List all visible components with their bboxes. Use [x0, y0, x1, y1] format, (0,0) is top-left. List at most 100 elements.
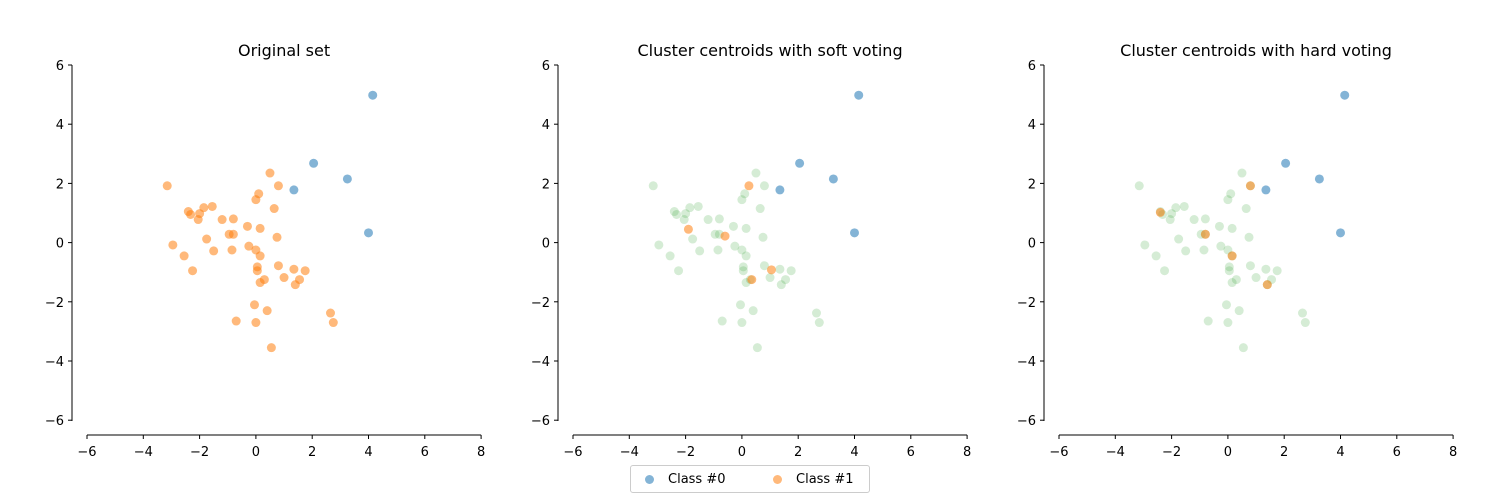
y-tick-label: −4 — [531, 355, 550, 370]
scatter-point-background — [717, 316, 727, 326]
y-tick-label: 6 — [56, 59, 64, 74]
scatter-point-class-1 — [262, 306, 272, 316]
scatter-point-background — [1297, 308, 1307, 318]
y-tick-label: −4 — [45, 355, 64, 370]
scatter-point-class-1 — [242, 221, 252, 231]
y-tick-label: −4 — [1017, 355, 1036, 370]
scatter-point-background — [1227, 278, 1237, 288]
x-tick-label: 4 — [850, 445, 858, 460]
scatter-point-class-0 — [364, 228, 373, 238]
scatter-point-class-1 — [683, 224, 693, 234]
scatter-point-background — [1251, 273, 1261, 283]
x-tick-label: 4 — [1336, 445, 1344, 460]
scatter-point-background — [1181, 246, 1191, 256]
scatter-point-background — [1221, 300, 1231, 310]
scatter-point-background — [1223, 195, 1233, 205]
scatter-point-background — [714, 214, 724, 224]
scatter-point-background — [1227, 223, 1237, 233]
x-tick-label: 2 — [308, 445, 316, 460]
scatter-point-class-0 — [1281, 158, 1291, 168]
scatter-point-background — [1140, 240, 1150, 250]
y-tick-label: 4 — [542, 118, 550, 133]
chart-title: Cluster centroids with soft voting — [637, 41, 902, 60]
scatter-point-class-1 — [186, 209, 196, 219]
scatter-point-background — [1261, 264, 1271, 274]
scatter-point-class-1 — [289, 264, 299, 274]
scatter-point-class-0 — [850, 228, 859, 238]
y-tick-label: 6 — [542, 59, 550, 74]
scatter-point-background — [741, 223, 751, 233]
scatter-point-background — [740, 189, 750, 199]
scatter-point-background — [1231, 275, 1241, 285]
scatter-point-background — [775, 264, 785, 274]
scatter-point-background — [1234, 306, 1244, 316]
scatter-point-background — [741, 251, 751, 261]
scatter-point-class-1 — [1245, 181, 1255, 191]
y-tick-label: 4 — [1028, 118, 1036, 133]
y-tick-label: −6 — [531, 414, 550, 429]
x-tick-label: 0 — [1224, 445, 1232, 460]
scatter-point-background — [1214, 221, 1224, 231]
scatter-point-class-0 — [1336, 228, 1345, 238]
x-tick-label: 8 — [963, 445, 971, 460]
y-tick-label: 0 — [56, 237, 64, 252]
y-tick-label: −2 — [531, 296, 550, 311]
x-tick-label: 2 — [1280, 445, 1288, 460]
scatter-point-background — [713, 245, 723, 255]
scatter-point-background — [737, 318, 747, 328]
scatter-point-background — [710, 229, 720, 239]
legend-label-class-1: Class #1 — [796, 471, 854, 487]
legend-marker-class-1 — [773, 474, 782, 484]
scatter-point-background — [1165, 215, 1175, 225]
scatter-point-class-1 — [228, 214, 238, 224]
scatter-point-class-0 — [1314, 174, 1324, 184]
scatter-point-class-1 — [231, 316, 241, 326]
scatter-point-class-1 — [162, 181, 172, 191]
x-tick-label: −6 — [1049, 445, 1068, 460]
scatter-point-background — [695, 246, 705, 256]
scatter-point-background — [786, 266, 796, 276]
scatter-point-class-1 — [255, 223, 265, 233]
scatter-point-background — [759, 261, 769, 271]
scatter-point-background — [1244, 232, 1254, 242]
scatter-point-background — [730, 241, 740, 251]
scatter-point-background — [755, 204, 765, 214]
scatter-point-background — [1216, 241, 1226, 251]
scatter-point-background — [1226, 189, 1236, 199]
x-tick-label: −6 — [563, 445, 582, 460]
scatter-point-class-1 — [273, 181, 283, 191]
y-tick-label: 6 — [1028, 59, 1036, 74]
y-tick-label: 2 — [542, 177, 550, 192]
scatter-point-class-1 — [255, 251, 265, 261]
scatter-point-background — [1272, 266, 1282, 276]
scatter-point-background — [688, 234, 698, 244]
scatter-point-background — [765, 273, 775, 283]
scatter-point-class-1 — [272, 232, 282, 242]
scatter-point-background — [1179, 201, 1189, 211]
scatter-point-class-1 — [747, 275, 757, 285]
scatter-point-class-1 — [209, 246, 219, 256]
scatter-point-class-1 — [202, 234, 212, 244]
scatter-point-background — [672, 209, 682, 219]
y-tick-label: −2 — [1017, 296, 1036, 311]
x-tick-label: 6 — [421, 445, 429, 460]
scatter-point-class-0 — [854, 90, 864, 100]
y-tick-label: 4 — [56, 118, 64, 133]
scatter-point-class-0 — [289, 185, 299, 195]
legend-item-class-0: Class #0 — [645, 466, 726, 492]
scatter-point-background — [1171, 203, 1181, 213]
scatter-point-class-1 — [199, 203, 209, 213]
y-tick-label: −6 — [1017, 414, 1036, 429]
scatter-point-background — [681, 209, 691, 219]
x-tick-label: 2 — [794, 445, 802, 460]
scatter-point-background — [1174, 234, 1184, 244]
scatter-point-background — [685, 203, 695, 213]
x-tick-label: −2 — [190, 445, 209, 460]
scatter-point-background — [669, 207, 679, 217]
scatter-point-class-1 — [217, 215, 227, 225]
scatter-point-class-0 — [828, 174, 838, 184]
scatter-point-class-1 — [254, 189, 264, 199]
scatter-point-background — [1200, 214, 1210, 224]
scatter-point-background — [1189, 215, 1199, 225]
